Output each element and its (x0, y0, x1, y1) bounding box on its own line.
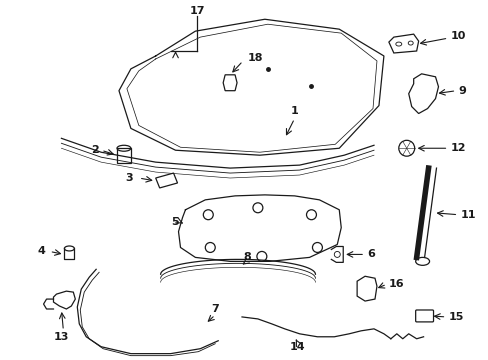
Text: 9: 9 (457, 86, 465, 96)
Text: 1: 1 (290, 105, 298, 116)
Text: 11: 11 (459, 210, 475, 220)
Text: 8: 8 (243, 252, 250, 262)
Text: 16: 16 (388, 279, 404, 289)
Text: 15: 15 (447, 312, 463, 322)
Text: 3: 3 (125, 173, 132, 183)
Bar (117, 148, 131, 163)
Text: 14: 14 (289, 342, 305, 352)
Text: 7: 7 (211, 304, 219, 314)
Text: 4: 4 (38, 247, 45, 256)
Text: 6: 6 (366, 249, 374, 260)
Text: 17: 17 (189, 6, 204, 16)
Text: 10: 10 (449, 31, 465, 41)
Text: 5: 5 (170, 217, 178, 227)
Text: 18: 18 (247, 53, 263, 63)
Text: 2: 2 (91, 145, 99, 155)
Text: 12: 12 (449, 143, 465, 153)
Text: 13: 13 (54, 332, 69, 342)
